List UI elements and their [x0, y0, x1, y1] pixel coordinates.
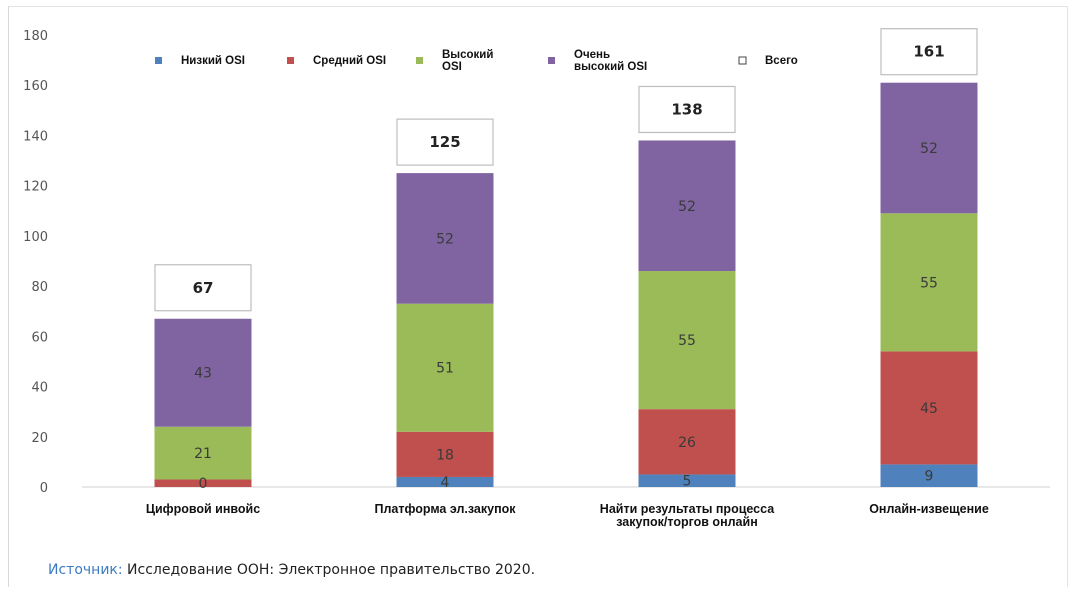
source-text: Исследование ООН: Электронное правительс… — [122, 562, 536, 578]
bar-segment-3-0 — [880, 464, 978, 487]
segment-label-2-2: 55 — [678, 333, 696, 349]
total-box-3 — [880, 28, 978, 76]
segment-label-3-2: 55 — [920, 275, 938, 291]
bar-segment-1-2 — [396, 303, 494, 432]
total-box-0 — [154, 264, 252, 312]
legend-swatch-total — [738, 56, 747, 65]
segment-label-2-3: 52 — [678, 199, 696, 215]
legend-label-2: Высокий OSI — [442, 49, 493, 73]
legend-label-3: Очень высокий OSI — [574, 49, 647, 73]
bar-segment-1-0 — [396, 476, 494, 487]
source-label: Источник: — [48, 562, 123, 578]
legend-swatch-2 — [416, 57, 423, 64]
y-tick-label-100: 100 — [23, 230, 48, 245]
x-category-label-0: Цифровой инвойс — [146, 502, 260, 516]
bar-segment-2-2 — [638, 271, 736, 410]
x-category-label-2: Найти результаты процесса закупок/торгов … — [600, 502, 775, 529]
x-category-label-1: Платформа эл.закупок — [374, 502, 516, 516]
legend-swatch-1 — [287, 57, 294, 64]
y-tick-label-40: 40 — [31, 381, 48, 396]
segment-label-1-2: 51 — [436, 361, 454, 377]
y-tick-label-180: 180 — [23, 29, 48, 44]
bar-segment-2-1 — [638, 409, 736, 475]
legend-swatch-3 — [548, 57, 555, 64]
total-label-1: 125 — [429, 133, 460, 151]
bar-segment-0-2 — [154, 426, 252, 480]
segment-label-3-1: 45 — [920, 401, 938, 417]
total-label-3: 161 — [913, 43, 944, 61]
segment-label-1-3: 52 — [436, 231, 454, 247]
total-box-2 — [638, 85, 736, 134]
segment-label-1-1: 18 — [436, 447, 454, 463]
x-category-label-3: Онлайн-извещение — [869, 502, 989, 516]
legend-label-4: Всего — [765, 55, 798, 67]
y-tick-label-20: 20 — [31, 431, 48, 446]
bar-segment-3-1 — [880, 351, 978, 465]
total-box-1 — [396, 118, 494, 166]
total-label-2: 138 — [671, 100, 702, 118]
bar-segment-3-2 — [880, 213, 978, 352]
source-note: Источник: Исследование ООН: Электронное … — [48, 562, 535, 578]
legend-label-1: Средний OSI — [313, 55, 386, 67]
segment-label-2-1: 26 — [678, 435, 696, 451]
segment-label-0-3: 43 — [194, 366, 212, 382]
total-label-0: 67 — [193, 279, 214, 297]
segment-label-3-3: 52 — [920, 141, 938, 157]
legend-label-0: Низкий OSI — [181, 55, 245, 67]
bar-segment-3-3 — [880, 82, 978, 214]
segment-label-1-0: 4 — [441, 475, 450, 491]
segment-label-3-0: 9 — [925, 469, 934, 485]
segment-label-0-2: 21 — [194, 446, 212, 462]
bar-segment-0-3 — [154, 318, 252, 427]
bar-segment-1-1 — [396, 431, 494, 477]
bar-segment-2-0 — [638, 474, 736, 487]
y-tick-label-0: 0 — [40, 481, 48, 496]
y-tick-label-160: 160 — [23, 79, 48, 94]
segment-label-0-1: 0 — [199, 476, 208, 492]
bar-segment-1-3 — [396, 173, 494, 304]
segment-label-2-0: 5 — [683, 474, 692, 490]
bar-segment-0-1 — [154, 479, 252, 487]
y-tick-label-140: 140 — [23, 129, 48, 144]
bar-segment-2-3 — [638, 140, 736, 272]
y-tick-label-120: 120 — [23, 180, 48, 195]
y-tick-label-80: 80 — [31, 280, 48, 295]
legend-swatch-0 — [155, 57, 162, 64]
chart-frame — [8, 6, 1068, 587]
y-tick-label-60: 60 — [31, 330, 48, 345]
